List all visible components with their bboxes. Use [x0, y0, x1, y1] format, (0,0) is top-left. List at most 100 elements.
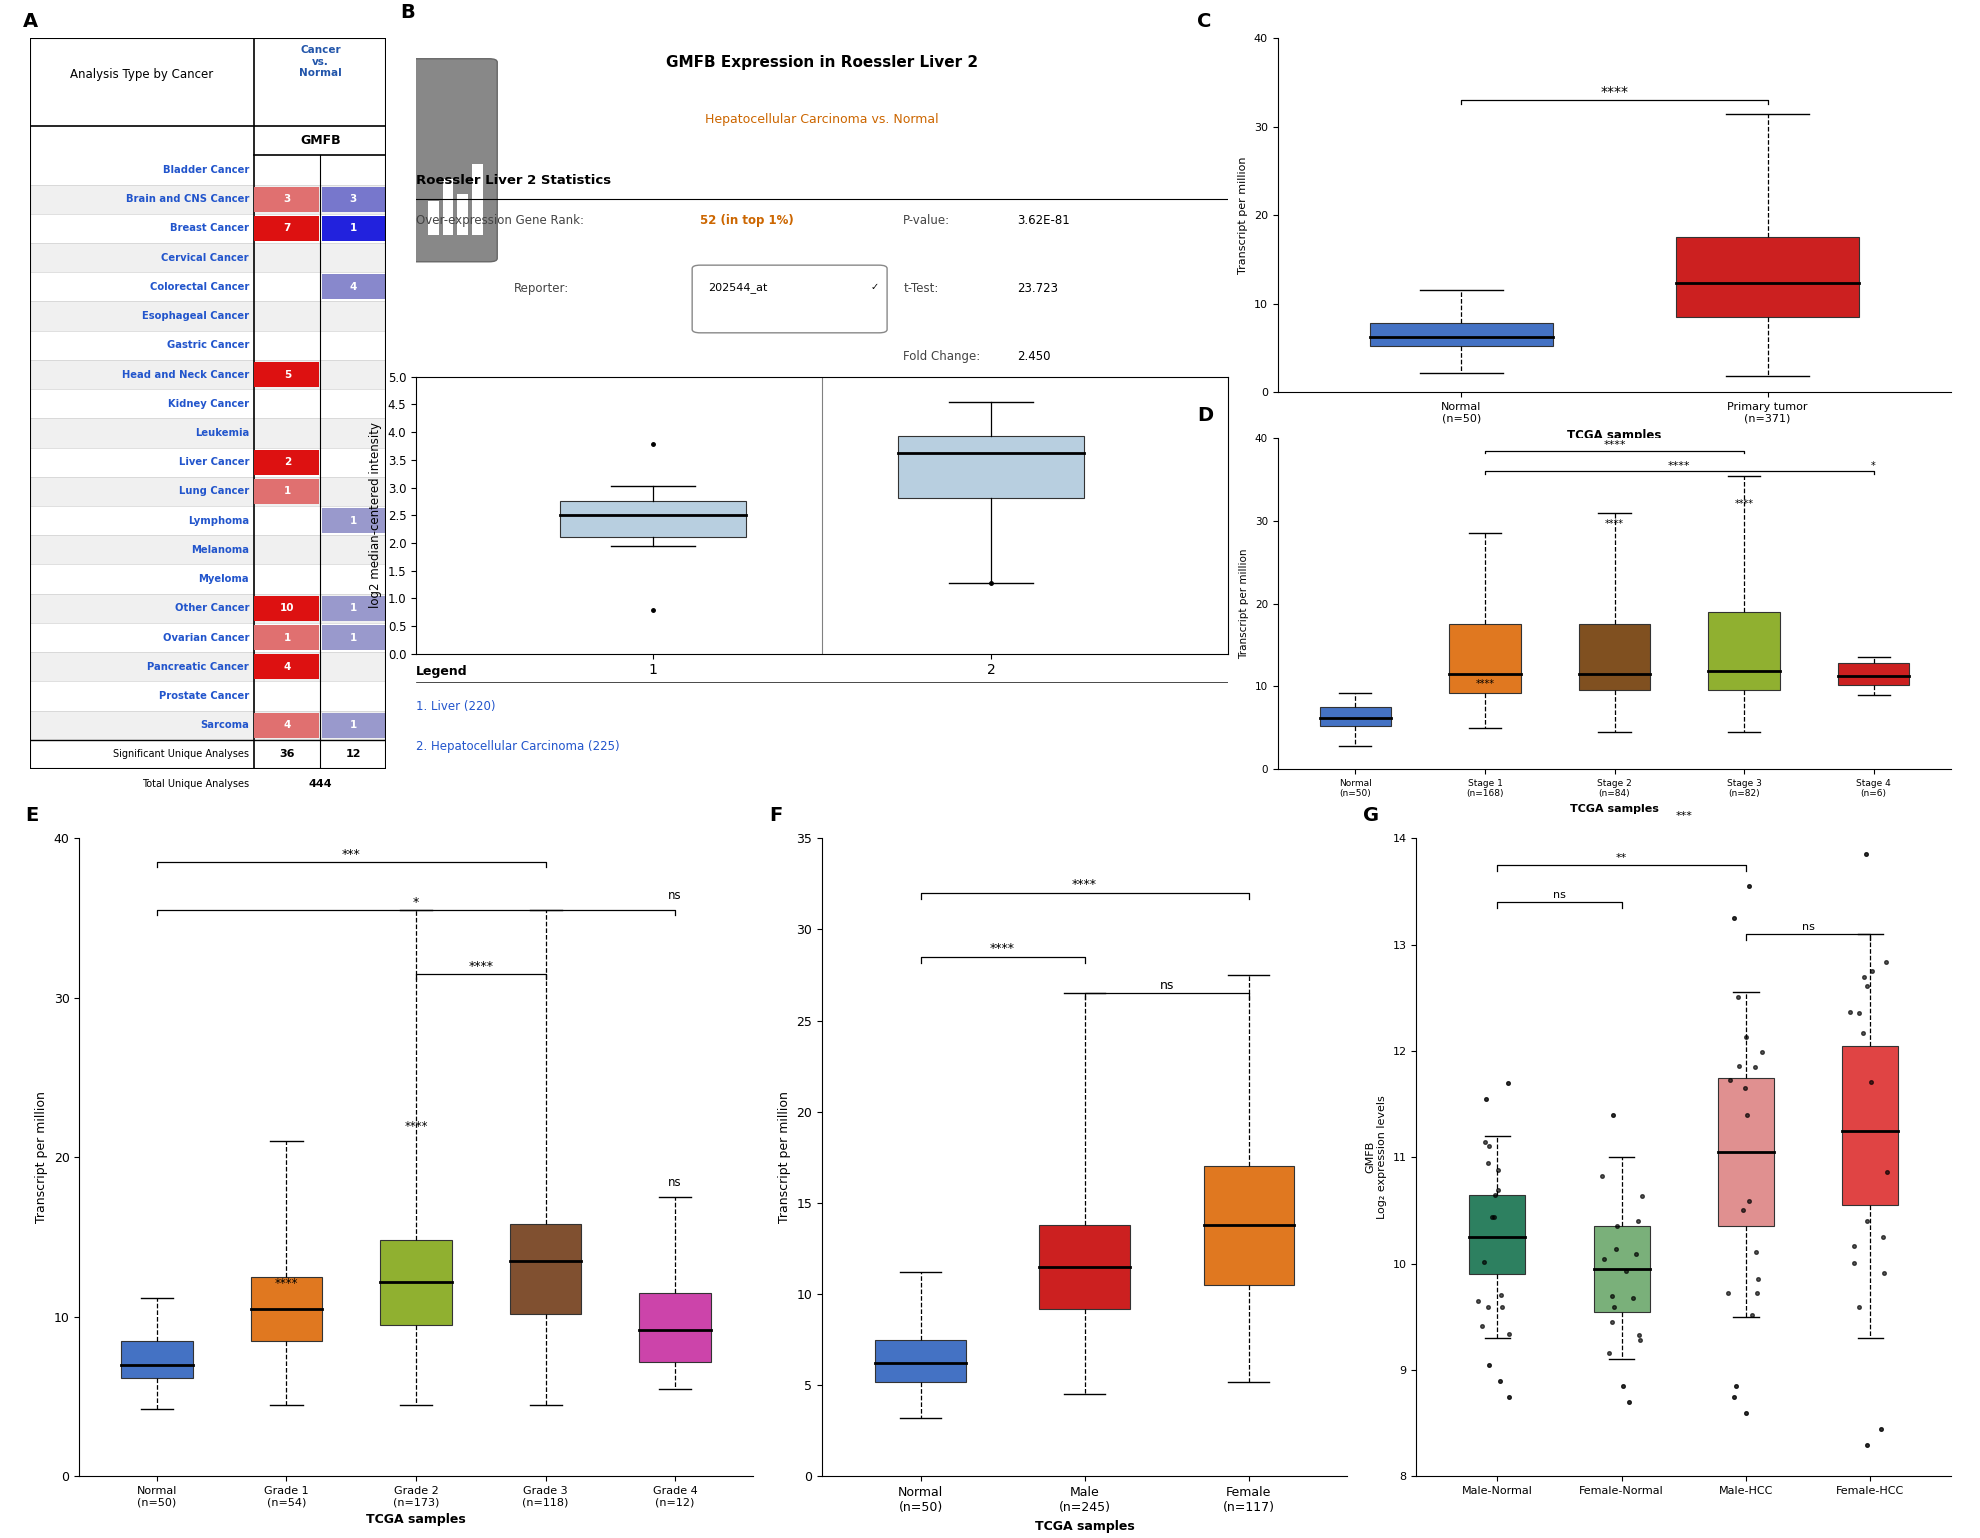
Bar	[1837, 663, 1909, 684]
Text: 3: 3	[283, 194, 291, 205]
Text: Esophageal Cancer: Esophageal Cancer	[143, 311, 249, 321]
Bar	[444, 178, 453, 235]
Text: Other Cancer: Other Cancer	[174, 603, 249, 614]
Point	[1731, 1103, 1762, 1127]
Bar	[253, 361, 319, 388]
Point	[1869, 950, 1901, 975]
Text: ✓: ✓	[871, 281, 879, 292]
Point	[1491, 1070, 1523, 1095]
Point	[1467, 1250, 1499, 1275]
Bar	[30, 711, 386, 740]
Bar	[253, 654, 319, 680]
Text: ****: ****	[1071, 878, 1097, 892]
Bar	[1368, 323, 1552, 346]
Point	[1732, 874, 1764, 898]
Text: 1: 1	[283, 632, 291, 643]
Y-axis label: Transcript per million: Transcript per million	[1239, 549, 1249, 658]
Bar	[253, 478, 319, 504]
Text: **: **	[1616, 854, 1626, 863]
Y-axis label: Transcript per million: Transcript per million	[36, 1092, 48, 1223]
Point	[1740, 1267, 1772, 1292]
Bar	[457, 194, 467, 235]
Bar	[1204, 1166, 1293, 1284]
Y-axis label: Transcript per million: Transcript per million	[778, 1092, 790, 1223]
Bar	[30, 535, 386, 564]
Point	[1871, 1160, 1903, 1184]
Point	[1485, 1295, 1517, 1320]
Bar	[1707, 612, 1778, 691]
Point	[1624, 1323, 1655, 1347]
Point	[1837, 1250, 1869, 1275]
Bar	[323, 712, 386, 738]
Point	[1732, 1189, 1764, 1213]
Point	[1620, 1243, 1651, 1267]
Bar	[323, 186, 386, 212]
Text: ****: ****	[1604, 520, 1624, 529]
Bar	[323, 274, 386, 300]
X-axis label: TCGA samples: TCGA samples	[366, 1513, 465, 1526]
Text: *: *	[412, 895, 420, 909]
Text: 3.62E-81: 3.62E-81	[1016, 214, 1069, 228]
Text: Myeloma: Myeloma	[198, 574, 249, 584]
Point	[1596, 1310, 1628, 1335]
Text: 52 (in top 1%): 52 (in top 1%)	[701, 214, 794, 228]
Bar	[875, 1340, 964, 1381]
Bar	[1449, 624, 1521, 694]
Point	[1473, 1352, 1505, 1377]
Point	[1493, 1321, 1525, 1346]
Text: ****: ****	[404, 1120, 428, 1134]
Point	[1855, 960, 1887, 984]
Point	[1849, 841, 1881, 866]
Bar	[30, 652, 386, 681]
Text: ****: ****	[1602, 440, 1626, 451]
Text: ****: ****	[275, 1277, 299, 1290]
Point	[1493, 1384, 1525, 1409]
Text: GMFB: GMFB	[299, 134, 341, 148]
Point	[1719, 1373, 1750, 1398]
Point	[1731, 1400, 1762, 1424]
FancyBboxPatch shape	[691, 265, 887, 332]
Point	[1841, 1295, 1873, 1320]
Bar	[323, 215, 386, 241]
Bar	[121, 1341, 192, 1378]
Point	[1738, 1055, 1770, 1080]
Bar	[30, 360, 386, 389]
Point	[1467, 1130, 1499, 1155]
Bar	[30, 243, 386, 272]
Point	[1841, 1001, 1873, 1026]
Text: Bladder Cancer: Bladder Cancer	[162, 165, 249, 175]
Text: 1: 1	[350, 223, 356, 234]
Text: ns: ns	[1158, 978, 1174, 992]
Point	[1588, 1247, 1620, 1272]
Text: Cervical Cancer: Cervical Cancer	[160, 252, 249, 263]
Point	[1740, 1281, 1772, 1306]
Text: 3: 3	[350, 194, 356, 205]
Bar	[380, 1240, 451, 1324]
Text: Fold Change:: Fold Change:	[903, 349, 980, 363]
Text: B: B	[400, 3, 414, 22]
Bar	[253, 624, 319, 651]
Text: ****: ****	[1600, 86, 1628, 100]
Point	[1596, 1284, 1628, 1309]
Text: Legend: Legend	[416, 664, 467, 678]
Point	[1461, 1289, 1493, 1313]
Text: A: A	[22, 12, 38, 31]
Text: Brain and CNS Cancer: Brain and CNS Cancer	[125, 194, 249, 205]
Bar	[1319, 707, 1390, 726]
Text: G: G	[1362, 806, 1378, 826]
Y-axis label: GMFB
Log₂ expression levels: GMFB Log₂ expression levels	[1364, 1095, 1386, 1220]
Point	[1471, 1150, 1503, 1175]
Text: ***: ***	[1675, 811, 1691, 821]
Text: ns: ns	[1552, 891, 1564, 900]
Point	[1723, 1054, 1754, 1078]
Text: 5: 5	[283, 369, 291, 380]
Point	[1481, 1178, 1513, 1203]
Point	[1471, 1295, 1503, 1320]
Text: Sarcoma: Sarcoma	[200, 720, 249, 731]
Point	[1738, 1240, 1770, 1264]
Point	[1853, 800, 1885, 824]
Text: 4: 4	[283, 661, 291, 672]
Text: ****: ****	[1667, 461, 1689, 471]
Text: Lung Cancer: Lung Cancer	[178, 486, 249, 497]
Point	[1734, 1303, 1766, 1327]
